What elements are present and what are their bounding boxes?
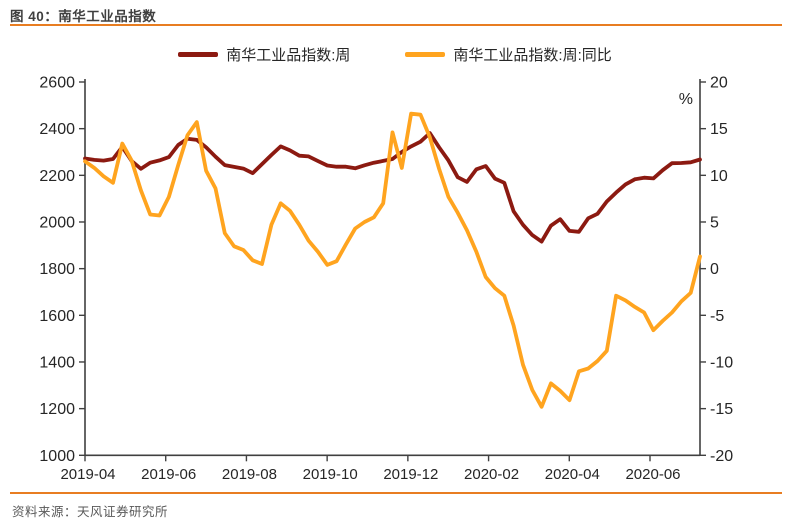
legend-label: 南华工业品指数:周 [226, 47, 351, 64]
left-axis-tick-label: 2600 [39, 75, 75, 92]
legend-swatch-orange [405, 52, 446, 57]
left-axis-tick-label: 1400 [39, 354, 75, 371]
x-axis-tick-label: 2019-06 [141, 466, 196, 483]
legend-item-index-weekly: 南华工业品指数:周 [178, 44, 350, 65]
x-axis-tick-label: 2019-08 [222, 466, 277, 483]
legend-swatch-dark-red [178, 52, 219, 57]
right-axis-tick-label: -20 [710, 448, 733, 465]
right-axis-tick-label: -10 [710, 354, 733, 371]
left-axis-tick-label: 1200 [39, 401, 75, 418]
figure-title: 图 40：南华工业品指数 [10, 9, 157, 24]
right-axis-tick-label: 10 [710, 168, 728, 185]
right-axis-tick-label: -5 [710, 308, 724, 325]
right-axis-unit-label: % [679, 91, 693, 108]
x-axis-tick-label: 2019-04 [60, 466, 115, 483]
x-axis-tick-label: 2020-06 [625, 466, 680, 483]
left-axis-tick-label: 2400 [39, 121, 75, 138]
left-axis-tick-label: 2200 [39, 168, 75, 185]
right-axis-tick-label: 0 [710, 261, 719, 278]
left-axis-tick-label: 1600 [39, 308, 75, 325]
right-axis-tick-label: 5 [710, 214, 719, 231]
left-axis-tick-label: 2000 [39, 214, 75, 231]
x-axis-tick-label: 2020-02 [464, 466, 519, 483]
x-axis-tick-label: 2019-10 [303, 466, 358, 483]
chart-legend: 南华工业品指数:周 南华工业品指数:周:同比 [0, 44, 790, 65]
bottom-divider-line [10, 492, 782, 494]
source-note: 资料来源：天风证券研究所 [12, 505, 169, 519]
legend-label: 南华工业品指数:周:同比 [453, 47, 612, 64]
index-weekly-series-line [83, 131, 702, 244]
legend-item-index-yoy: 南华工业品指数:周:同比 [405, 44, 612, 65]
right-axis-tick-label: 20 [710, 75, 728, 92]
top-divider-line [10, 24, 782, 26]
right-axis-tick-label: 15 [710, 121, 728, 138]
right-axis-tick-label: -15 [710, 401, 733, 418]
x-axis-tick-label: 2020-04 [545, 466, 600, 483]
left-axis-tick-label: 1000 [39, 448, 75, 465]
x-axis-tick-label: 2019-12 [383, 466, 438, 483]
index-yoy-series-line [83, 111, 702, 409]
left-axis-tick-label: 1800 [39, 261, 75, 278]
